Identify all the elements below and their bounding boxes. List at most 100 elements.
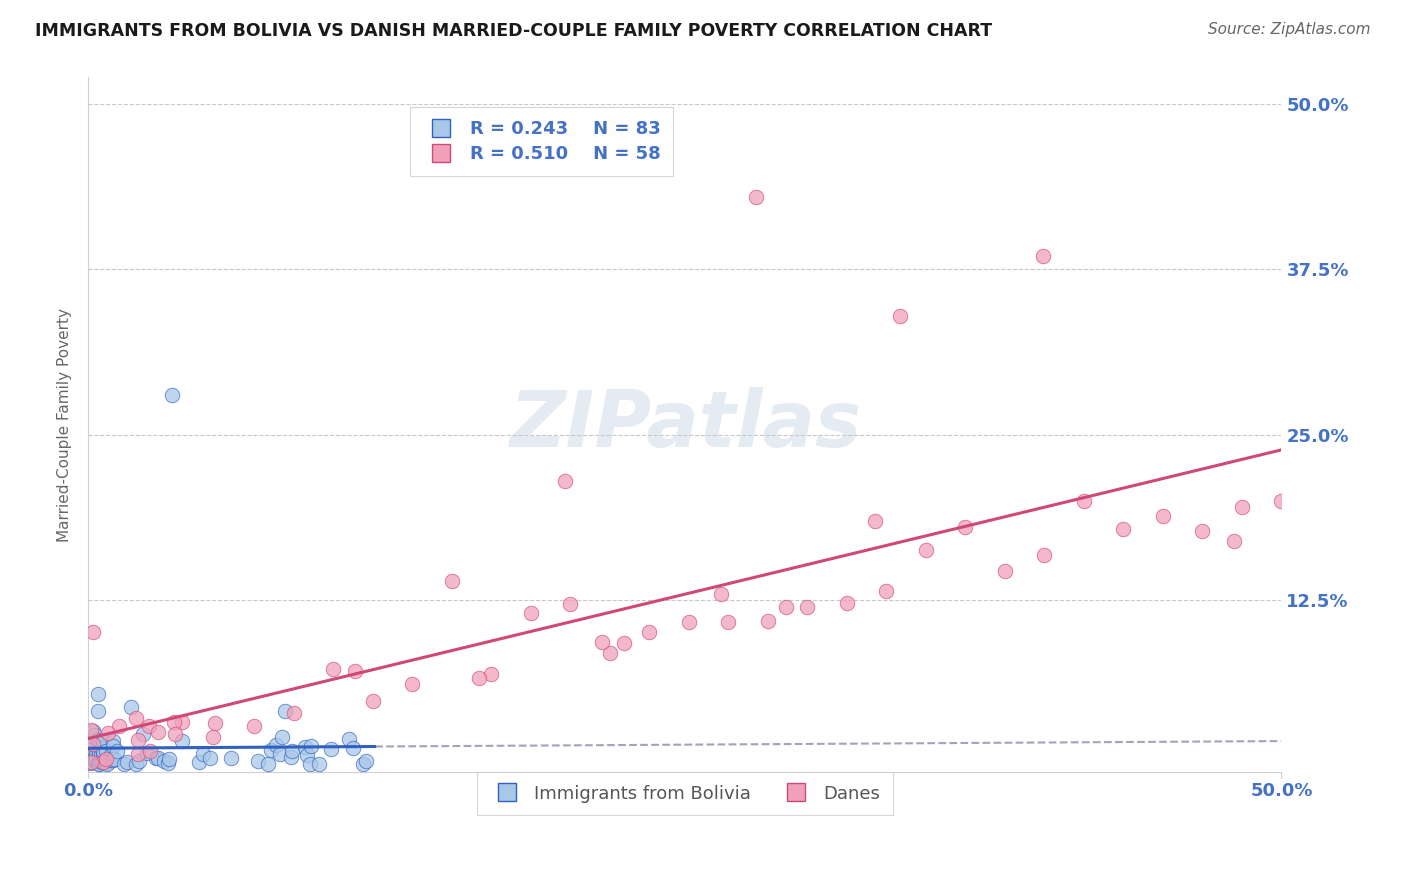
Point <box>271 730 294 744</box>
Point <box>91 744 114 758</box>
Point <box>107 719 129 733</box>
Point <box>337 731 360 746</box>
Point <box>260 742 283 756</box>
Point <box>1191 524 1213 538</box>
Point <box>82 625 104 640</box>
Point <box>1112 522 1135 536</box>
Point <box>93 734 115 748</box>
Point <box>84 753 107 767</box>
Point <box>352 757 374 772</box>
Point <box>87 747 110 761</box>
Point <box>361 693 384 707</box>
Point <box>152 754 174 768</box>
Point <box>79 743 101 757</box>
Point <box>554 474 576 488</box>
Point <box>188 756 211 770</box>
Point <box>299 739 322 754</box>
Point <box>80 723 103 737</box>
Point <box>125 711 148 725</box>
Point <box>165 727 187 741</box>
Point <box>468 671 491 685</box>
Text: ZIPatlas: ZIPatlas <box>509 387 860 463</box>
Point <box>84 728 107 742</box>
Point <box>257 757 280 772</box>
Point <box>354 754 377 768</box>
Point <box>96 753 118 767</box>
Point <box>1270 493 1292 508</box>
Point <box>80 753 103 767</box>
Point <box>1152 508 1174 523</box>
Point <box>96 756 118 771</box>
Point <box>591 635 613 649</box>
Point <box>84 748 107 763</box>
Point <box>82 737 104 751</box>
Point <box>775 600 797 615</box>
Y-axis label: Married-Couple Family Poverty: Married-Couple Family Poverty <box>58 308 72 541</box>
Point <box>96 754 118 768</box>
Point <box>401 677 423 691</box>
Point <box>80 755 103 769</box>
Point <box>342 740 364 755</box>
Point <box>82 724 104 739</box>
Point <box>344 664 367 678</box>
Point <box>875 583 897 598</box>
Point <box>1033 549 1056 563</box>
Point <box>97 725 120 739</box>
Point <box>160 388 183 402</box>
Point <box>135 747 157 761</box>
Point <box>127 732 149 747</box>
Point <box>299 757 322 772</box>
Point <box>1032 249 1054 263</box>
Text: Source: ZipAtlas.com: Source: ZipAtlas.com <box>1208 22 1371 37</box>
Point <box>87 757 110 772</box>
Point <box>101 753 124 767</box>
Point <box>204 716 226 731</box>
Point <box>294 739 316 754</box>
Point <box>91 748 114 763</box>
Point <box>139 744 162 758</box>
Point <box>87 704 110 718</box>
Point <box>101 733 124 747</box>
Point <box>440 574 463 589</box>
Point <box>756 614 779 628</box>
Text: IMMIGRANTS FROM BOLIVIA VS DANISH MARRIED-COUPLE FAMILY POVERTY CORRELATION CHAR: IMMIGRANTS FROM BOLIVIA VS DANISH MARRIE… <box>35 22 993 40</box>
Point <box>243 719 266 733</box>
Point <box>115 755 138 769</box>
Point <box>638 625 661 640</box>
Point <box>163 715 186 730</box>
Point <box>91 741 114 756</box>
Point <box>90 742 112 756</box>
Point <box>280 750 302 764</box>
Point <box>221 750 243 764</box>
Point <box>90 737 112 751</box>
Point <box>105 744 128 758</box>
Point <box>863 514 886 528</box>
Point <box>1073 493 1095 508</box>
Point <box>994 564 1017 578</box>
Legend: Immigrants from Bolivia, Danes: Immigrants from Bolivia, Danes <box>477 772 893 815</box>
Point <box>96 756 118 771</box>
Point <box>128 754 150 768</box>
Point <box>193 747 215 762</box>
Point <box>101 739 124 754</box>
Point <box>322 662 344 676</box>
Point <box>90 747 112 762</box>
Point <box>145 751 167 765</box>
Point <box>889 309 911 323</box>
Point <box>295 747 318 762</box>
Point <box>835 596 858 610</box>
Point <box>1230 500 1253 514</box>
Point <box>91 755 114 769</box>
Point <box>120 699 142 714</box>
Point <box>717 615 740 629</box>
Point <box>79 748 101 763</box>
Point <box>87 756 110 771</box>
Point <box>84 747 107 762</box>
Point <box>83 747 105 762</box>
Point <box>710 587 733 601</box>
Point <box>125 757 148 772</box>
Point <box>247 754 270 768</box>
Point <box>86 687 108 701</box>
Point <box>146 751 169 765</box>
Point <box>112 756 135 771</box>
